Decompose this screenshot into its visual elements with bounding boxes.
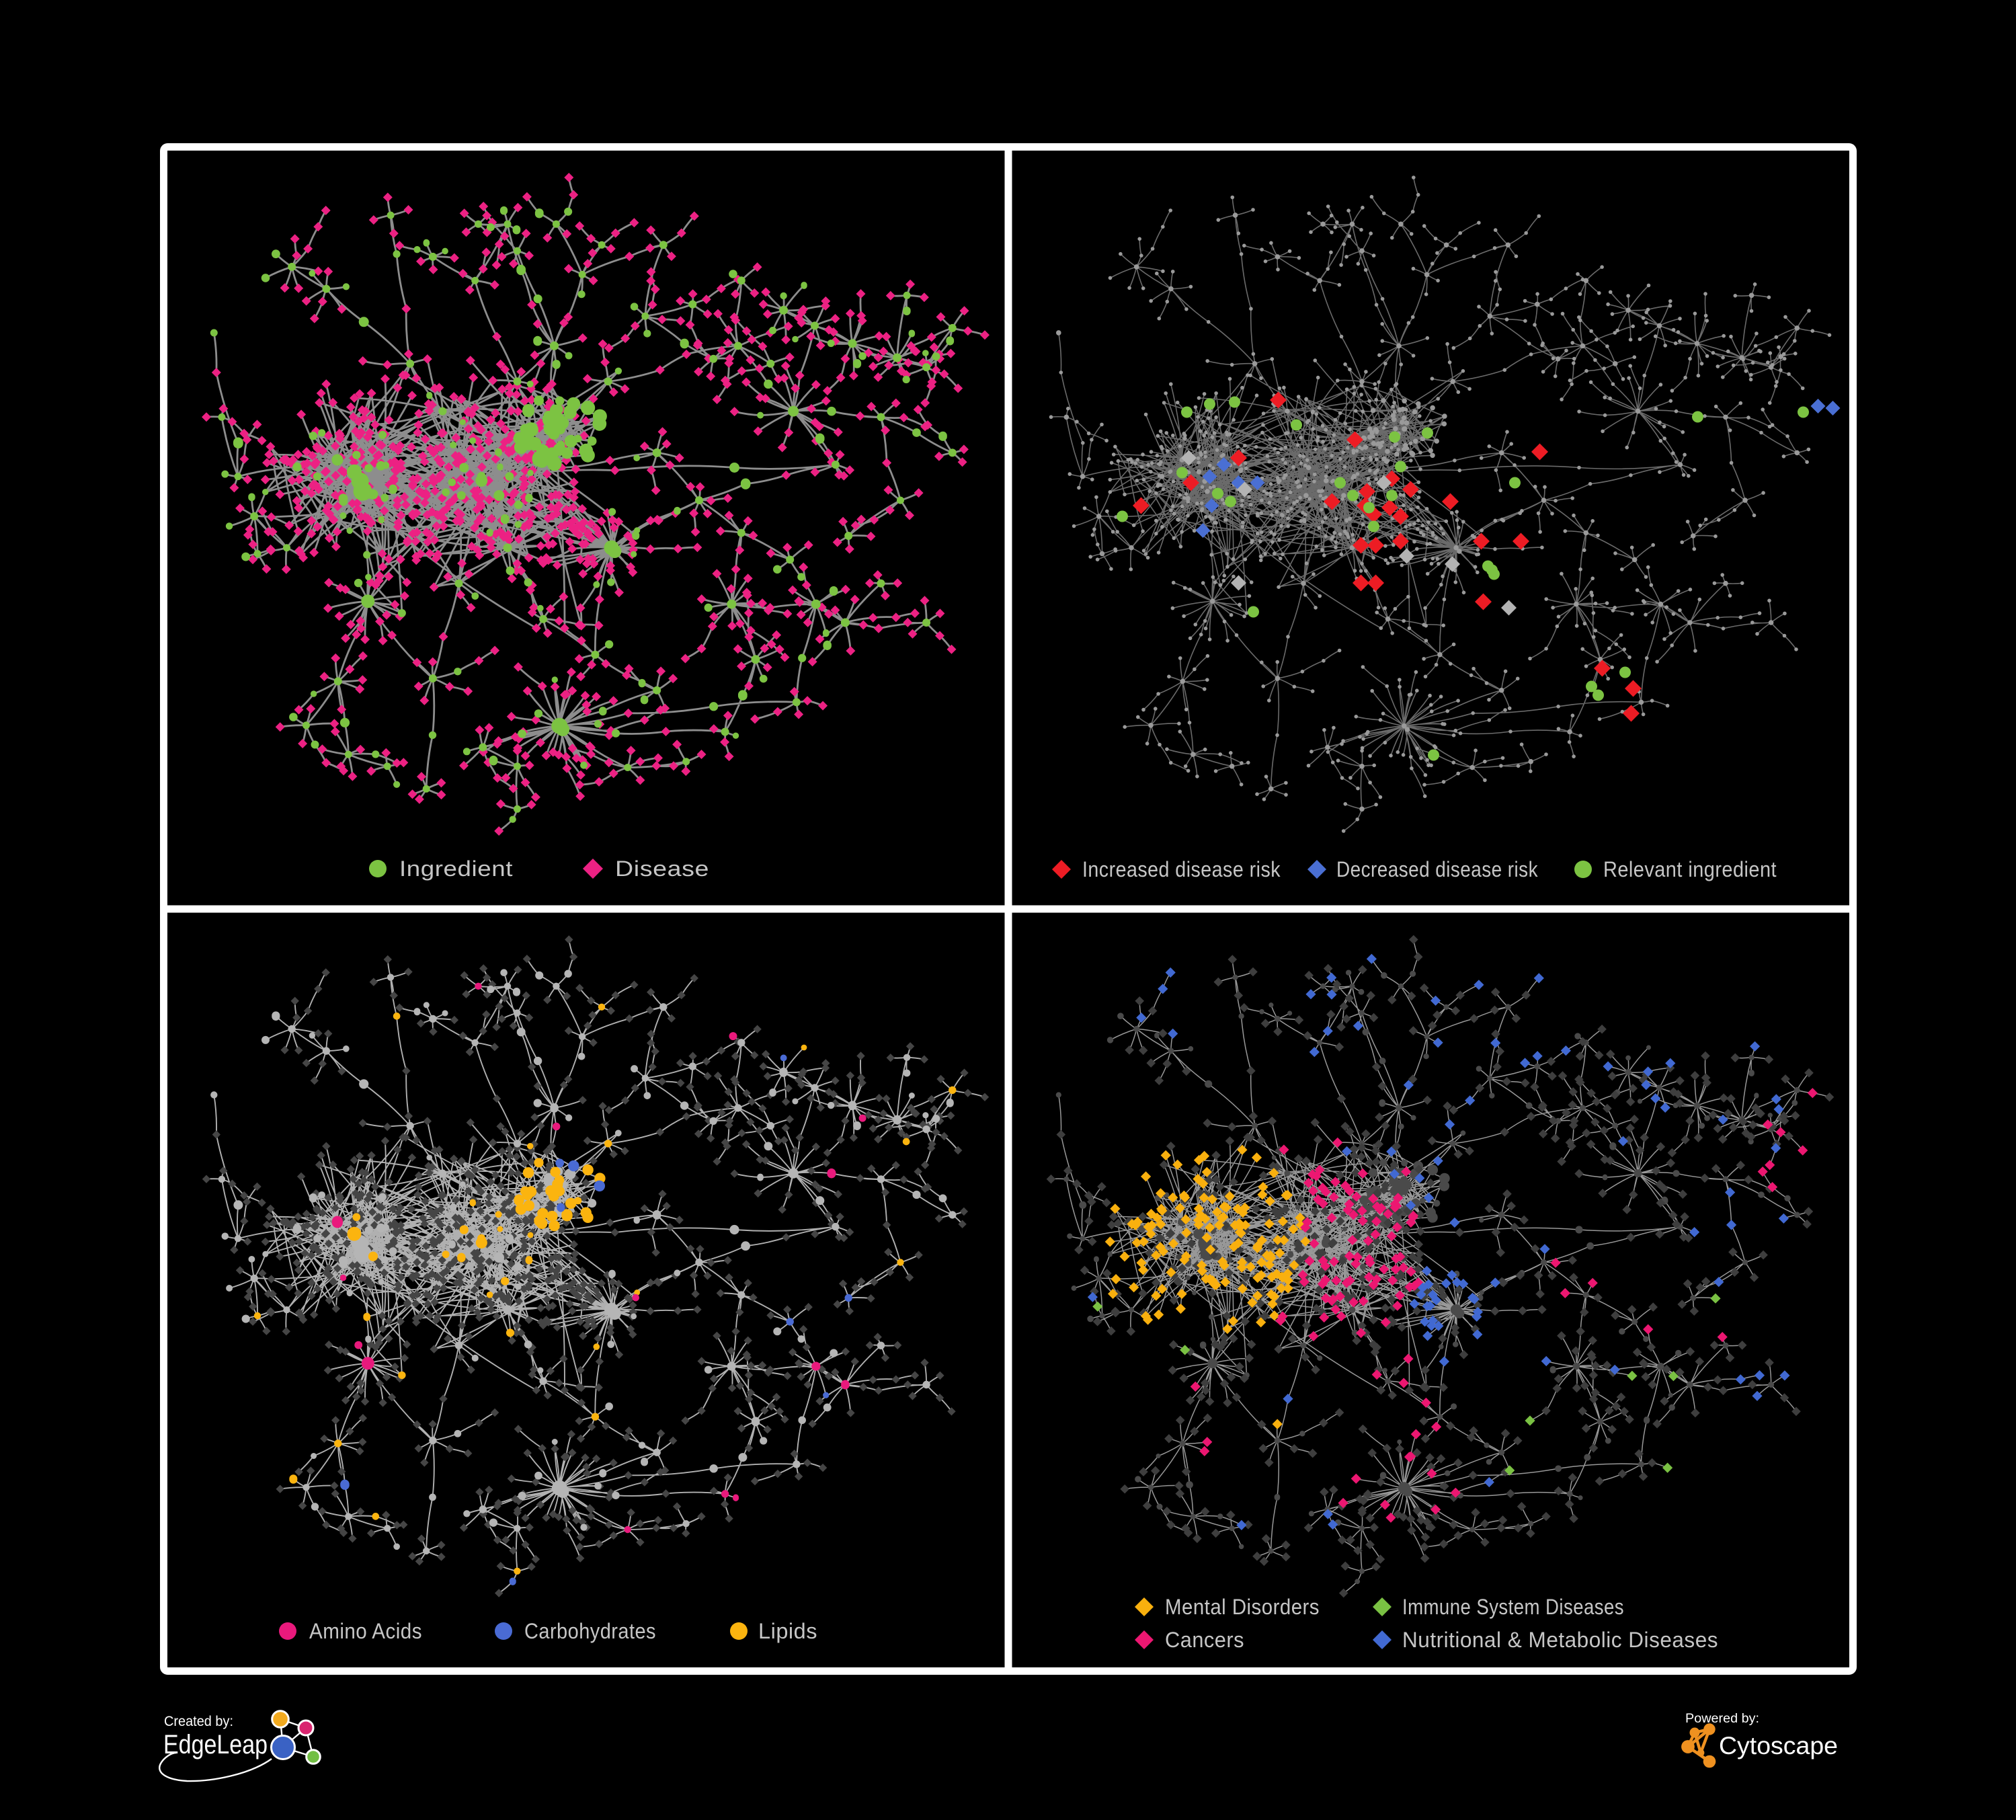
svg-text:Cytoscape: Cytoscape (1719, 1732, 1838, 1759)
svg-text:Carbohydrates: Carbohydrates (524, 1619, 656, 1643)
svg-text:Decreased disease risk: Decreased disease risk (1336, 857, 1538, 881)
svg-text:Cancers: Cancers (1165, 1628, 1244, 1652)
svg-text:Powered by:: Powered by: (1685, 1712, 1759, 1726)
svg-text:EdgeLeap: EdgeLeap (163, 1730, 268, 1759)
svg-text:Relevant ingredient: Relevant ingredient (1603, 857, 1777, 881)
svg-text:Created by:: Created by: (164, 1714, 233, 1729)
svg-text:Disease: Disease (615, 857, 709, 881)
svg-text:Increased disease risk: Increased disease risk (1082, 857, 1281, 881)
svg-text:Lipids: Lipids (758, 1619, 817, 1643)
svg-text:Nutritional & Metabolic Diseas: Nutritional & Metabolic Diseases (1402, 1628, 1718, 1652)
svg-text:Ingredient: Ingredient (399, 857, 513, 881)
svg-text:Amino Acids: Amino Acids (309, 1619, 422, 1643)
svg-text:Immune System Diseases: Immune System Diseases (1402, 1595, 1624, 1619)
svg-text:Mental Disorders: Mental Disorders (1165, 1595, 1320, 1619)
